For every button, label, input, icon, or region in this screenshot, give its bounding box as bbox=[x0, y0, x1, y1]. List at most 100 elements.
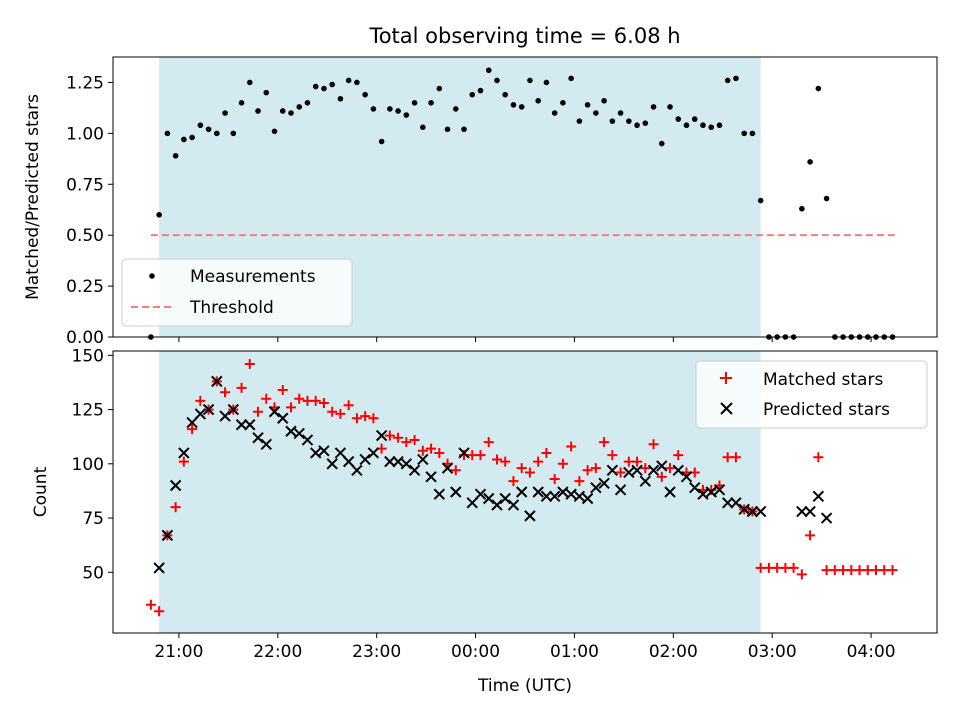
legend-predicted-label: Predicted stars bbox=[763, 400, 890, 420]
matched-star-point bbox=[351, 413, 362, 424]
predicted-star-point bbox=[260, 438, 272, 450]
matched-star-point bbox=[335, 408, 346, 419]
predicted-star-point bbox=[680, 471, 693, 483]
predicted-star-point bbox=[697, 488, 709, 500]
matched-star-point bbox=[409, 434, 420, 445]
measurement-point bbox=[469, 91, 476, 98]
predicted-star-point bbox=[590, 481, 602, 494]
y-tick-label: 0.50 bbox=[66, 226, 104, 246]
matched-star-point bbox=[607, 450, 618, 461]
matched-star-point bbox=[491, 454, 502, 465]
measurement-point bbox=[543, 79, 550, 86]
measurement-point bbox=[601, 97, 607, 104]
predicted-star-point bbox=[804, 505, 816, 518]
measurement-point bbox=[329, 81, 335, 88]
predicted-star-point bbox=[598, 477, 610, 490]
measurement-point bbox=[576, 118, 583, 124]
ratio-y-axis-label: Matched/Predicted stars bbox=[23, 94, 43, 300]
measurement-point bbox=[279, 108, 286, 114]
matched-star-point bbox=[566, 441, 577, 452]
predicted-star-point bbox=[754, 505, 767, 518]
predicted-star-point bbox=[713, 484, 726, 496]
matched-star-point bbox=[615, 467, 626, 478]
matched-star-point bbox=[656, 471, 667, 482]
count-legend-box bbox=[695, 360, 928, 429]
matched-star-point bbox=[574, 476, 585, 487]
measurement-point bbox=[197, 122, 204, 129]
matched-star-point bbox=[887, 565, 898, 576]
y-tick-label: 0.00 bbox=[66, 328, 104, 348]
measurement-point bbox=[691, 116, 698, 122]
matched-star-point bbox=[599, 437, 610, 448]
measurement-point bbox=[246, 79, 253, 86]
matched-star-point bbox=[516, 463, 527, 474]
y-tick-label: 0.25 bbox=[66, 277, 104, 297]
predicted-star-point bbox=[301, 434, 314, 446]
measurement-point bbox=[411, 100, 418, 106]
legend-matched-label: Matched stars bbox=[763, 370, 883, 390]
ratio-panel-frame bbox=[112, 56, 938, 338]
matched-star-point bbox=[145, 599, 156, 610]
matched-star-point bbox=[253, 406, 264, 417]
predicted-star-point bbox=[746, 505, 759, 518]
legend-threshold-label: Threshold bbox=[189, 298, 274, 318]
predicted-star-point bbox=[235, 419, 248, 431]
predicted-star-point bbox=[293, 427, 305, 440]
legend-predicted-marker bbox=[720, 402, 733, 415]
predicted-star-point bbox=[705, 486, 717, 498]
count-x-axis: 21:00 22:00 23:00 00:00 01:00 02:00 03:00 04:00 bbox=[154, 633, 896, 662]
predicted-star-point bbox=[812, 490, 825, 503]
predicted-star-point bbox=[161, 529, 174, 542]
y-tick-label: 50 bbox=[82, 563, 104, 583]
predicted-star-point bbox=[639, 475, 652, 487]
x-tick-label: 02:00 bbox=[649, 642, 698, 662]
measurement-point bbox=[337, 95, 344, 102]
matched-star-point bbox=[285, 402, 296, 413]
matched-star-point bbox=[434, 447, 445, 458]
predicted-star-point bbox=[458, 447, 470, 459]
measurement-point bbox=[502, 91, 509, 98]
matched-star-point bbox=[360, 411, 371, 422]
measurement-point bbox=[164, 130, 171, 137]
predicted-star-point bbox=[268, 406, 281, 418]
measurement-point bbox=[263, 89, 270, 96]
measurement-point bbox=[362, 91, 368, 98]
measurement-point bbox=[642, 120, 649, 126]
measurement-point bbox=[494, 77, 500, 84]
ratio-y-axis: 0.00 0.25 0.50 0.75 1.00 1.25 bbox=[66, 73, 113, 348]
measurement-point bbox=[461, 126, 467, 133]
predicted-star-point bbox=[169, 479, 182, 492]
matched-star-point bbox=[178, 456, 189, 467]
measurement-point bbox=[420, 124, 426, 131]
count-panel: 50 75 100 125 150 21:00 22:00 23:00 00:00 01:00 0… bbox=[31, 346, 938, 696]
y-tick-label: 125 bbox=[72, 401, 104, 421]
legend-measurements-marker bbox=[149, 273, 155, 279]
measurement-point bbox=[403, 112, 410, 118]
predicted-star-point bbox=[532, 486, 544, 498]
matched-star-point bbox=[483, 437, 494, 448]
measurement-point bbox=[626, 118, 632, 124]
measurement-point bbox=[741, 130, 747, 137]
measurement-point bbox=[650, 104, 657, 110]
measurement-point bbox=[288, 110, 294, 116]
predicted-star-point bbox=[178, 447, 190, 459]
matched-star-point bbox=[673, 450, 684, 461]
matched-star-point bbox=[549, 473, 560, 484]
matched-star-point bbox=[244, 359, 255, 370]
ratio-plot-area bbox=[148, 67, 896, 340]
predicted-star-point bbox=[194, 408, 207, 420]
predicted-star-point bbox=[285, 425, 297, 437]
predicted-star-point bbox=[565, 488, 577, 500]
predicted-star-point bbox=[351, 464, 363, 477]
matched-star-point bbox=[170, 502, 181, 513]
predicted-star-point bbox=[664, 486, 676, 498]
matched-star-point bbox=[236, 382, 247, 393]
matched-star-point bbox=[310, 395, 321, 406]
predicted-star-point bbox=[515, 486, 528, 498]
predicted-star-point bbox=[647, 464, 660, 477]
predicted-star-point bbox=[202, 403, 215, 416]
x-tick-label: 21:00 bbox=[154, 642, 203, 662]
predicted-star-point bbox=[689, 481, 701, 494]
measurement-point bbox=[345, 77, 352, 84]
matched-star-point bbox=[557, 458, 568, 469]
